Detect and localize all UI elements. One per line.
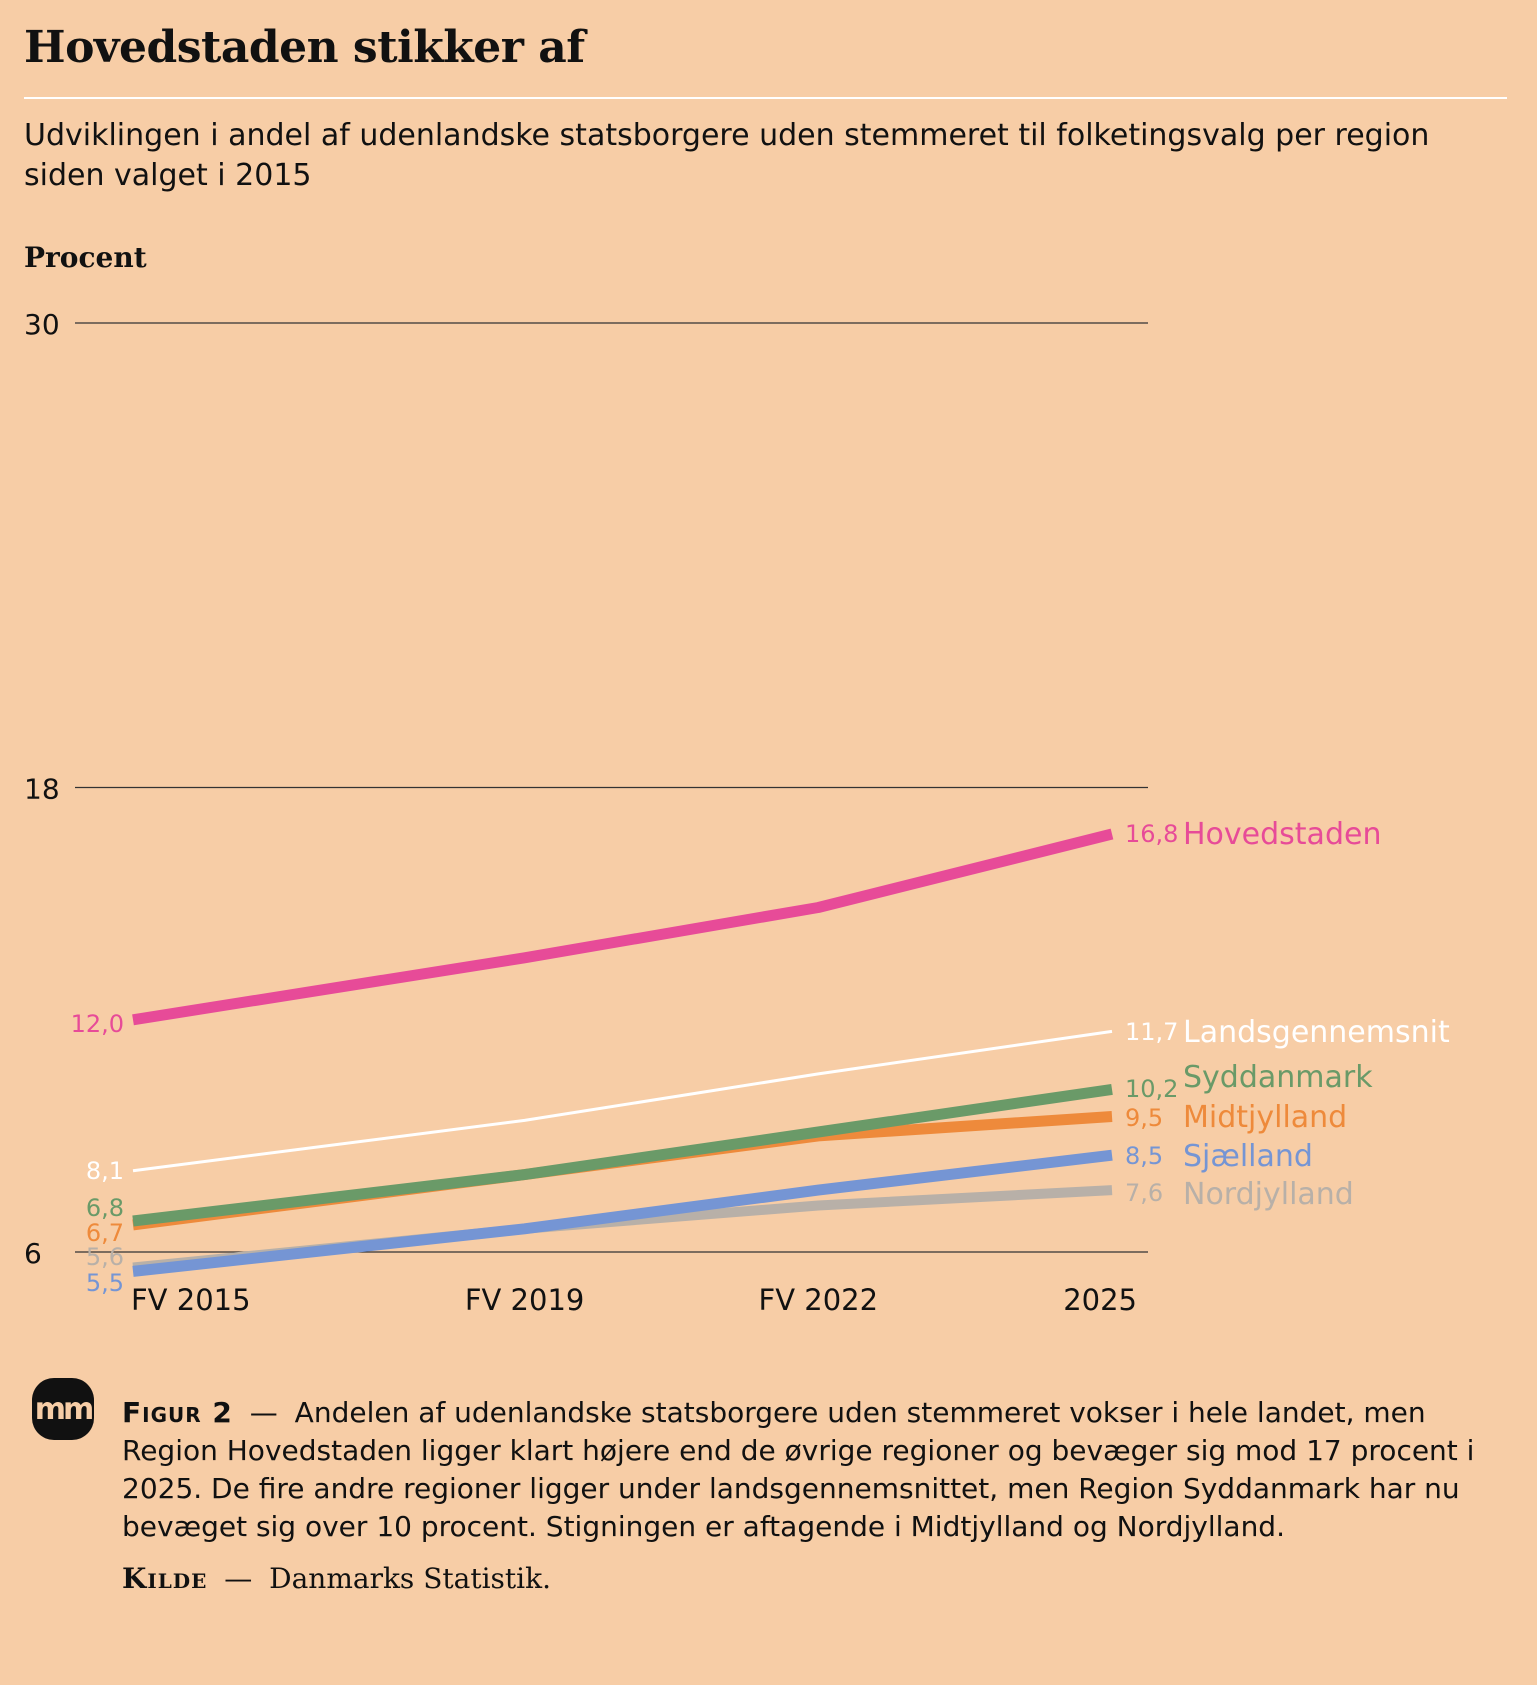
x-tick-label: FV 2022 — [759, 1283, 879, 1317]
y-tick-label: 30 — [24, 308, 60, 341]
series-line-syddanmark — [132, 1083, 1113, 1227]
end-value-label: 10,2 — [1125, 1075, 1178, 1103]
series-name-label: Midtjylland — [1183, 1100, 1347, 1135]
source-dash: — — [224, 1562, 253, 1595]
start-value-label: 5,6 — [86, 1243, 124, 1271]
source-note: Kilde — Danmarks Statistik. — [122, 1562, 551, 1595]
caption-text: Andelen af udenlandske statsborgere uden… — [122, 1396, 1475, 1543]
end-value-label: 16,8 — [1125, 820, 1178, 848]
chart-title: Hovedstaden stikker af — [24, 22, 585, 73]
x-tick-label: 2025 — [1063, 1283, 1137, 1317]
source-label: Kilde — [122, 1562, 208, 1595]
series-name-label: Sjælland — [1183, 1139, 1313, 1174]
start-value-label: 6,8 — [86, 1194, 124, 1222]
series-name-label: Landsgennemsnit — [1183, 1015, 1450, 1050]
figure-caption: Figur 2 — Andelen af udenlandske statsbo… — [122, 1394, 1517, 1546]
caption-dash: — — [249, 1396, 278, 1429]
source-text: Danmarks Statistik. — [269, 1562, 551, 1595]
series-name-label: Hovedstaden — [1183, 817, 1381, 852]
y-tick-label: 6 — [24, 1237, 42, 1270]
end-value-label: 9,5 — [1125, 1104, 1163, 1132]
title-divider — [24, 97, 1507, 99]
mm-logo-icon: mm — [32, 1378, 94, 1440]
end-value-label: 11,7 — [1125, 1018, 1178, 1046]
chart-subtitle: Udviklingen i andel af udenlandske stats… — [24, 118, 1430, 193]
series-line-landsgennemsnit — [132, 1029, 1113, 1173]
series-line-sjælland — [132, 1149, 1113, 1277]
end-value-label: 8,5 — [1125, 1142, 1163, 1170]
series-name-label: Syddanmark — [1183, 1060, 1373, 1095]
start-value-label: 8,1 — [86, 1157, 124, 1185]
series-name-label: Nordjylland — [1183, 1177, 1354, 1212]
y-axis-unit-label: Procent — [24, 241, 147, 274]
figure-label: Figur 2 — [122, 1396, 233, 1429]
start-value-label: 5,5 — [86, 1269, 124, 1297]
start-value-label: 6,7 — [86, 1219, 124, 1247]
start-value-label: 12,0 — [71, 1010, 124, 1038]
y-tick-label: 18 — [24, 773, 60, 806]
line-chart: 30 18 6 FV 2015 FV 2019 FV 2022 2025 5,65,5 6,76… — [24, 308, 1450, 1317]
series-line-hovedstaden — [132, 828, 1114, 1026]
x-tick-label: FV 2015 — [131, 1283, 251, 1317]
x-tick-label: FV 2019 — [465, 1283, 585, 1317]
end-value-label: 7,6 — [1125, 1179, 1163, 1207]
